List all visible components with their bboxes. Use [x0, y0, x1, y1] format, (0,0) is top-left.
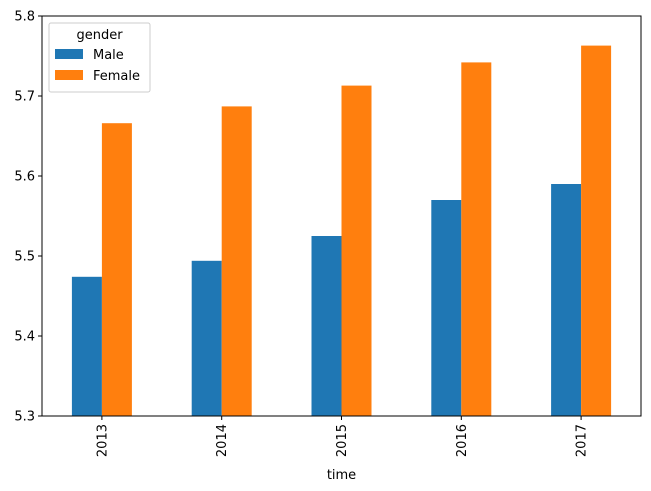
y-tick-label: 5.7 — [14, 90, 35, 105]
bar-female-2015 — [341, 85, 372, 416]
legend: gender Male Female — [48, 22, 151, 93]
bar-female-2017 — [581, 45, 612, 416]
y-tick-label: 5.4 — [14, 330, 35, 345]
x-tick-label: 2015 — [335, 424, 350, 457]
legend-label-female: Female — [93, 69, 140, 84]
legend-swatch-female — [55, 70, 83, 80]
legend-label-male: Male — [93, 48, 124, 63]
x-tick-label: 2014 — [215, 424, 230, 457]
y-tick-label: 5.3 — [14, 410, 35, 425]
x-tick-label: 2017 — [575, 424, 590, 457]
y-tick-label: 5.8 — [14, 10, 35, 25]
bar-male-2017 — [551, 184, 582, 416]
x-tick-label: 2016 — [455, 424, 470, 457]
legend-title: gender — [76, 28, 123, 43]
legend-swatch-male — [55, 49, 83, 59]
y-axis: 5.3 5.4 5.5 5.6 5.7 5.8 — [14, 10, 42, 425]
bar-male-2016 — [431, 200, 462, 416]
y-tick-label: 5.6 — [14, 170, 35, 185]
bar-male-2014 — [191, 260, 222, 416]
bar-female-2014 — [221, 106, 252, 417]
bar-male-2015 — [311, 236, 342, 416]
x-axis: 2013 2014 2015 2016 2017 — [95, 416, 590, 457]
bar-female-2016 — [461, 62, 492, 417]
bar-female-2013 — [101, 123, 132, 416]
y-tick-label: 5.5 — [14, 250, 35, 265]
x-axis-title: time — [327, 468, 356, 483]
x-tick-label: 2013 — [95, 424, 110, 457]
bars-layer — [71, 45, 612, 417]
bar-male-2013 — [71, 276, 102, 416]
